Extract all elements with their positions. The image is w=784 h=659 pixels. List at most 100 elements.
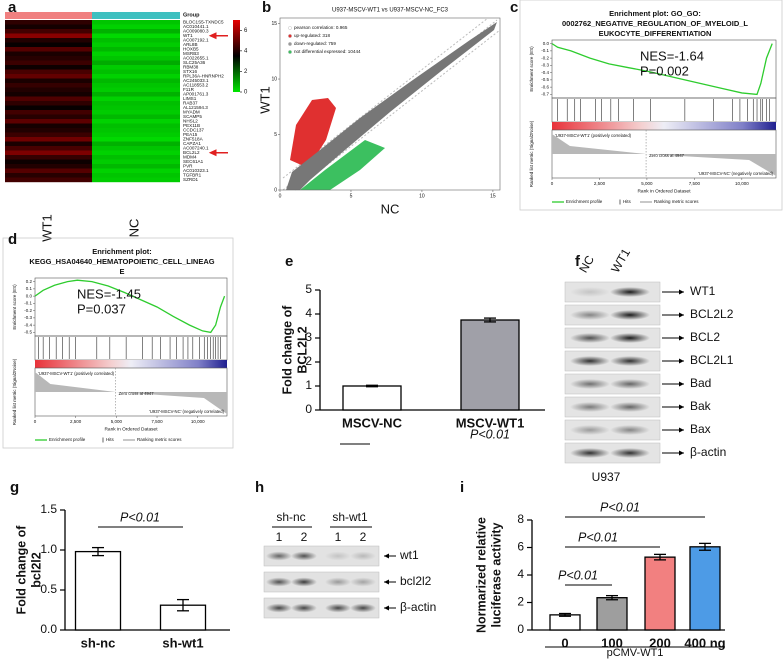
colorbar-tick-label: 0: [244, 90, 248, 96]
heatmap-cell: [5, 101, 92, 106]
y-tick-label: 4: [305, 306, 312, 320]
panel-label: h: [255, 479, 264, 496]
group-header: Group: [183, 12, 200, 18]
p-label: P=0.037: [77, 301, 126, 316]
bar: [689, 546, 721, 631]
gene-label: PVR: [183, 163, 193, 168]
y-axis-label: BCL2L2: [295, 326, 309, 373]
group-label: pCMV-WT1: [607, 647, 664, 659]
lane-label: 2: [360, 530, 367, 544]
x-tick-label: 10: [419, 193, 425, 199]
enrichment-curve: [34, 279, 226, 334]
group-label: sh-nc: [276, 510, 305, 524]
x-tick-label: 0: [551, 181, 554, 186]
heatmap-cell: [92, 33, 180, 39]
gene-label: AC022655.1: [183, 55, 209, 60]
blot-band: [610, 287, 650, 297]
panel-label: c: [510, 0, 518, 16]
arrowhead: [679, 358, 684, 364]
heatmap-cell: [92, 60, 180, 66]
chart-title: Enrichment plot:: [92, 247, 152, 256]
y-tick-label: -0.3: [541, 63, 549, 68]
gene-label: WT1: [183, 33, 193, 38]
heatmap-cell: [5, 87, 92, 93]
y-axis-label: luciferase activity: [489, 522, 503, 627]
protein-label: BCL2: [690, 330, 720, 344]
x-tick-label: sh-wt1: [162, 635, 203, 650]
y-axis-label: Fold change of: [14, 525, 28, 615]
heatmap-cell: [5, 78, 92, 84]
y-tick-label: 10: [271, 76, 277, 82]
bar: [596, 597, 628, 631]
annotation: P<0.01: [120, 510, 160, 524]
blot-band: [610, 425, 650, 435]
gene-label: AC009080.3: [183, 28, 209, 33]
x-tick-label: 7,500: [151, 419, 163, 424]
y-axis-label: Enrichment score (ES): [529, 46, 534, 92]
heatmap-cell: [92, 150, 180, 156]
chart-title: EUKOCYTE_DIFFERENTIATION: [599, 29, 712, 38]
legend-label: up-regulated: 318: [294, 33, 330, 38]
colorbar-tick-label: 2: [244, 69, 248, 75]
x-tick-label: 5,000: [641, 181, 653, 186]
chart-title: Enrichment plot: GO_GO:: [609, 9, 701, 18]
rank-bar: [35, 360, 227, 368]
heatmap-cell: [92, 56, 180, 61]
group-bar: [92, 12, 180, 19]
arrowhead: [679, 335, 684, 341]
protein-label: BCL2L2: [690, 307, 734, 321]
arrowhead: [679, 312, 684, 318]
rank-bar: [552, 122, 776, 130]
y-tick-label: 0.5: [40, 582, 57, 596]
p-label: P=0.002: [640, 63, 689, 78]
panel-label: e: [285, 253, 293, 270]
legend-marker: [288, 26, 292, 30]
blot-band: [610, 448, 650, 458]
blot-band: [570, 333, 610, 343]
heatmap-cell: [92, 173, 180, 178]
y-tick-label: 0: [517, 622, 524, 636]
heatmap-cell: [92, 83, 180, 88]
annotation: P<0.01: [600, 500, 640, 514]
gene-label: SCAMP5: [183, 114, 202, 119]
y-axis-label: Fold change of: [280, 305, 294, 395]
heatmap-cell: [5, 123, 92, 129]
y-tick-label: 0: [305, 402, 312, 416]
bar: [549, 614, 581, 631]
y-tick-label: -0.4: [24, 322, 32, 327]
blot-band: [350, 551, 376, 561]
chart-title: KEGG_HSA04640_HEMATOPOIETIC_CELL_LINEAG: [29, 257, 214, 266]
x-tick-label: 0: [279, 193, 282, 199]
bar: [644, 556, 676, 631]
heatmap-cell: [5, 33, 92, 39]
heatmap-cell: [92, 96, 180, 102]
heatmap-cell: [5, 56, 92, 61]
panel-frame: [2, 237, 234, 449]
enrichment-curve: [551, 43, 773, 96]
y-tick-label: 1.5: [40, 502, 57, 516]
heatmap-cell: [92, 105, 180, 111]
chart-title: U937-MSCV-WT1 vs U937-MSCV-NC_FC3: [332, 8, 449, 14]
heatmap-cell: [92, 110, 180, 115]
chart-title: E: [119, 267, 124, 276]
panel-label: d: [8, 231, 17, 248]
heatmap-cell: [5, 114, 92, 120]
gene-label: SLC25A36: [183, 60, 206, 65]
heatmap-cell: [92, 65, 180, 70]
lane-label: WT1: [608, 246, 633, 275]
arrowhead: [384, 553, 389, 559]
gene-label: AL121594.3: [183, 105, 208, 110]
protein-label: Bax: [690, 422, 711, 436]
heatmap-cell: [5, 132, 92, 138]
y-tick-label: 0: [274, 187, 277, 193]
heatmap-cell: [5, 51, 92, 57]
blot-band: [325, 577, 351, 587]
gene-label: SEC61A1: [183, 159, 204, 164]
heatmap-cell: [5, 119, 92, 124]
heatmap-cell: [92, 155, 180, 160]
heatmap-cell: [5, 168, 92, 174]
y-tick-label: 0.2: [26, 279, 33, 284]
annotation: 'U937-MSCV-NC' (negatively correlated): [149, 409, 225, 414]
x-tick-label: 7,500: [689, 181, 701, 186]
